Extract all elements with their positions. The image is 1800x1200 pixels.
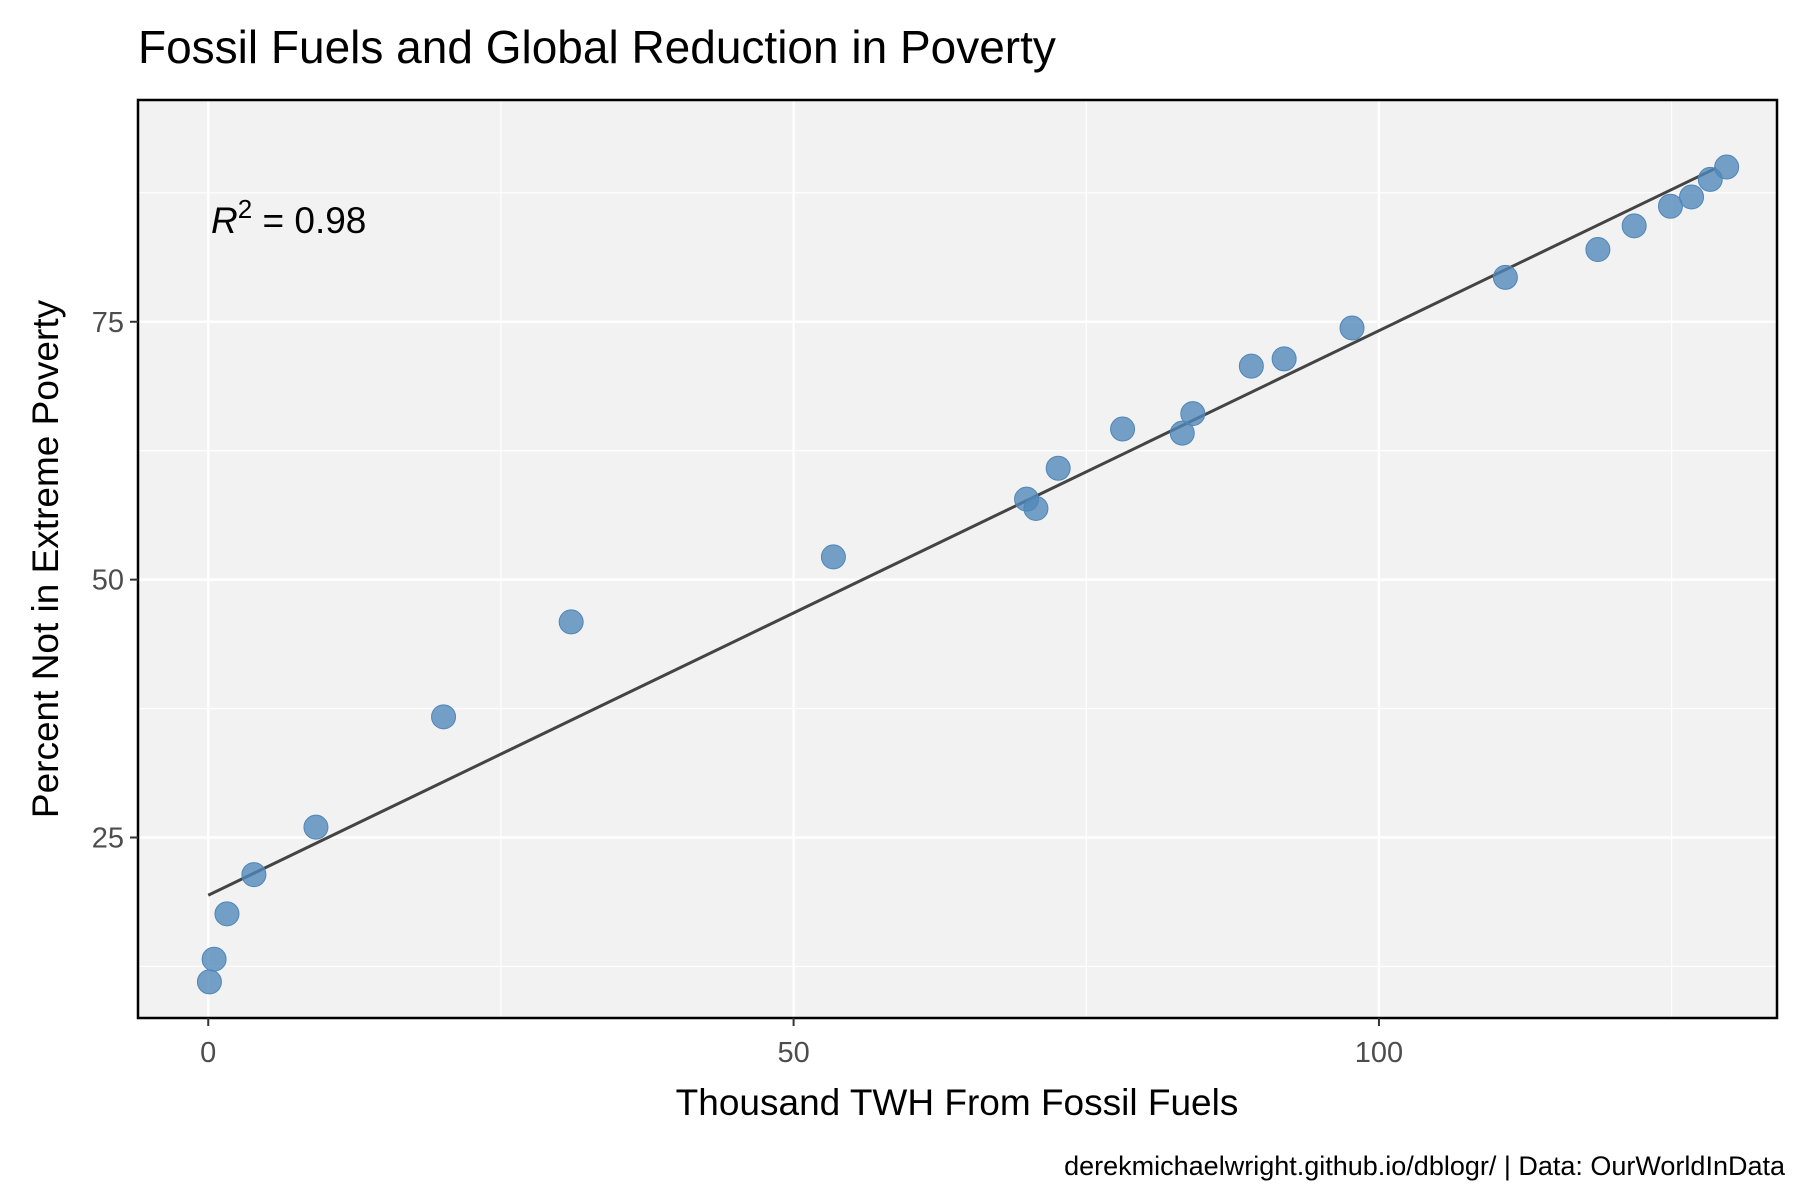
data-point xyxy=(1169,420,1195,446)
r-squared-annotation: R2 = 0.98 xyxy=(211,194,366,241)
data-point xyxy=(1657,193,1683,219)
minor-gridlines xyxy=(138,100,1777,1018)
r-squared-superscript: 2 xyxy=(238,194,252,224)
y-tick-label: 75 xyxy=(92,307,124,339)
r-squared-value: = 0.98 xyxy=(252,200,366,241)
y-tick-label: 50 xyxy=(92,565,124,597)
y-tick-label: 25 xyxy=(92,822,124,854)
chart-title: Fossil Fuels and Global Reduction in Pov… xyxy=(138,21,1056,73)
x-axis-title: Thousand TWH From Fossil Fuels xyxy=(676,1082,1239,1123)
panel-border xyxy=(136,98,1779,1020)
data-point xyxy=(303,814,329,840)
x-tick-label: 100 xyxy=(1355,1037,1403,1069)
data-point xyxy=(1110,416,1136,442)
data-point xyxy=(196,969,222,995)
data-point xyxy=(241,862,267,888)
data-points xyxy=(196,154,1740,995)
data-point xyxy=(1621,213,1647,239)
data-point xyxy=(820,544,846,570)
data-point xyxy=(558,609,584,635)
data-point xyxy=(201,946,227,972)
y-axis-title: Percent Not in Extreme Poverty xyxy=(25,299,66,818)
chart-caption: derekmichaelwright.github.io/dblogr/ | D… xyxy=(1064,1151,1786,1181)
data-point xyxy=(1023,495,1049,521)
data-point xyxy=(1180,401,1206,427)
major-gridlines xyxy=(138,100,1777,1018)
data-point xyxy=(1271,346,1297,372)
x-tick-label: 0 xyxy=(200,1037,216,1069)
data-point xyxy=(1679,184,1705,210)
data-point xyxy=(1714,154,1740,180)
data-point xyxy=(1492,264,1518,290)
data-point xyxy=(1585,237,1611,263)
data-point xyxy=(1045,455,1071,481)
plot-panel xyxy=(138,100,1777,1018)
x-tick-label: 50 xyxy=(777,1037,809,1069)
data-point xyxy=(1238,353,1264,379)
data-point xyxy=(431,704,457,730)
regression-line xyxy=(207,166,1717,897)
x-axis-ticks: 0 50 100 xyxy=(200,1018,1403,1069)
y-axis-ticks: 25 50 75 xyxy=(92,307,138,854)
data-point xyxy=(214,901,240,927)
r-squared-lhs: R xyxy=(211,200,238,241)
data-point xyxy=(1339,315,1365,341)
